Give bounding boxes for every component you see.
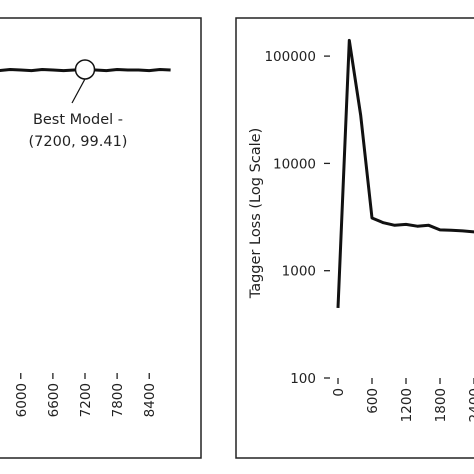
left-x-tick-label: 7200 [78,383,94,417]
right-y-axis: 100 1000 10000 100000 [264,49,330,387]
best-model-annotation: Best Model - (7200, 99.41) [29,112,128,150]
left-plot-area [0,59,171,104]
right-x-tick-label: 0 [331,388,347,397]
right-series-line [336,38,474,308]
left-x-tick-label: 6600 [46,383,62,417]
left-x-tick-label: 7800 [110,383,126,417]
right-y-tick-label: 10000 [273,156,316,172]
right-y-axis-label: Tagger Loss (Log Scale) [248,128,264,300]
left-plot-frame [0,17,202,459]
right-x-tick-label: 1200 [399,388,415,422]
right-x-tick-label: 2400 [467,388,474,422]
right-y-tick-label: 100000 [264,49,316,65]
right-x-tick-label: 600 [365,388,381,414]
annotation-line-1: Best Model - [33,112,123,128]
right-y-tick-label: 1000 [282,264,316,280]
right-y-tick-label: 100 [290,371,316,387]
left-chart: 6000 6600 7200 7800 8400 Best Model - (7200,… [0,17,202,459]
right-plot-area [336,38,474,308]
best-model-marker [74,59,96,80]
annotation-line-2: (7200, 99.41) [29,134,128,150]
left-x-axis: 6000 6600 7200 7800 8400 [14,373,158,417]
left-x-tick-label: 6000 [14,383,30,417]
annotation-leader-line [71,78,86,104]
left-x-tick-label: 8400 [142,383,158,417]
right-x-tick-label: 1800 [433,388,449,422]
right-plot-frame [235,17,474,459]
right-chart: 100 1000 10000 100000 0 600 1200 1800 2400 Tagg… [235,17,474,459]
right-x-axis: 0 600 1200 1800 2400 [331,378,474,422]
